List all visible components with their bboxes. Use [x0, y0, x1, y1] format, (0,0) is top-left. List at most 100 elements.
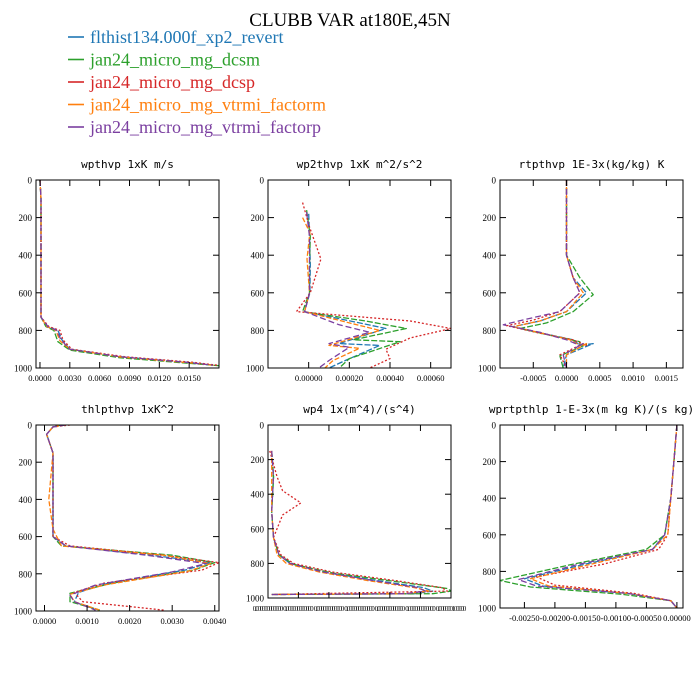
ytick-label-5-1: 200 — [483, 457, 497, 467]
ytick-label-2-2: 400 — [483, 251, 497, 261]
panel-frame-2 — [499, 179, 684, 369]
panel-2: rtpthvp 1E-3x(kg/kg) K 0 200 400 600 800 1000 -… — [478, 158, 684, 383]
ytick-label-2-5: 1000 — [478, 364, 497, 374]
xtick-label-2-4: 0.0015 — [655, 373, 678, 383]
ytick-label-5-2: 400 — [483, 494, 497, 504]
ytick-label-5-0: 0 — [492, 421, 497, 431]
series-line-1-3 — [302, 217, 381, 368]
series-line-1-4 — [303, 211, 371, 368]
series-line-4-2 — [269, 450, 448, 596]
series-line-2-2 — [506, 180, 588, 368]
series-line-0-2 — [39, 180, 218, 366]
xtick-label-0-3: 0.0090 — [118, 373, 141, 383]
panel-series-5 — [500, 425, 678, 608]
series-line-5-0 — [523, 425, 678, 608]
ytick-label-3-2: 400 — [19, 495, 33, 505]
series-line-5-4 — [517, 425, 678, 608]
xtick-label-0-0: 0.0000 — [28, 373, 51, 383]
xtick-label-3-0: 0.0000 — [33, 616, 56, 626]
series-line-4-3 — [271, 450, 430, 596]
xtick-label-4-2: 0.000000000000 — [314, 605, 345, 613]
xtick-label-0-4: 0.0120 — [148, 373, 171, 383]
series-line-5-3 — [529, 425, 678, 608]
ytick-label-4-0: 0 — [260, 421, 265, 431]
xtick-label-5-3: -0.00100 — [601, 613, 631, 623]
ytick-label-1-3: 600 — [251, 288, 265, 298]
xtick-label-5-2: -0.00150 — [570, 613, 600, 623]
ytick-label-2-4: 800 — [483, 326, 497, 336]
series-line-0-0 — [39, 180, 215, 366]
series-line-2-3 — [512, 180, 588, 368]
xtick-label-4-4: 0.000000000000 — [375, 605, 406, 613]
legend-label-2: jan24_micro_mg_dcsp — [89, 72, 255, 92]
panel-title-0: wpthvp 1xK m/s — [81, 158, 174, 171]
panel-title-1: wp2thvp 1xK m^2/s^2 — [297, 158, 423, 171]
ytick-label-2-3: 600 — [483, 288, 497, 298]
xtick-label-5-0: -0.00250 — [509, 613, 539, 623]
ytick-label-5-5: 1000 — [478, 604, 497, 614]
ytick-label-2-0: 0 — [492, 176, 497, 186]
ytick-label-3-4: 800 — [19, 569, 33, 579]
series-line-0-4 — [39, 180, 214, 366]
ytick-label-0-5: 1000 — [14, 364, 33, 374]
series-line-4-4 — [271, 450, 427, 596]
ytick-label-5-4: 800 — [483, 567, 497, 577]
xtick-label-2-1: 0.0000 — [555, 373, 578, 383]
xtick-label-0-1: 0.0030 — [58, 373, 81, 383]
panel-series-3 — [45, 425, 219, 611]
xtick-label-3-3: 0.0030 — [160, 616, 183, 626]
ytick-label-0-0: 0 — [28, 176, 33, 186]
ytick-label-1-4: 800 — [251, 326, 265, 336]
series-line-0-3 — [39, 180, 216, 367]
series-line-4-0 — [271, 450, 434, 596]
ytick-label-1-0: 0 — [260, 176, 265, 186]
ytick-label-1-5: 1000 — [246, 364, 265, 374]
xtick-label-3-4: 0.0040 — [203, 616, 226, 626]
xtick-label-0-5: 0.0150 — [177, 373, 200, 383]
xtick-label-5-4: -0.00050 — [631, 613, 661, 623]
ytick-label-0-3: 600 — [19, 288, 33, 298]
xtick-label-4-5: 0.000000000000 — [405, 605, 436, 613]
panel-series-1 — [295, 202, 451, 368]
panel-frame-3 — [35, 424, 220, 612]
series-line-3-1 — [45, 425, 216, 611]
xtick-label-1-1: 0.00020 — [336, 373, 364, 383]
xtick-label-4-1: 0.000000000000 — [283, 605, 314, 613]
ytick-label-3-3: 600 — [19, 532, 33, 542]
xtick-label-1-2: 0.00040 — [376, 373, 404, 383]
legend: flthist134.000f_xp2_revert jan24_micro_mg… — [68, 27, 326, 137]
xtick-label-5-5: 0.00000 — [663, 613, 691, 623]
xtick-label-4-3: 0.000000000000 — [344, 605, 375, 613]
series-line-1-2 — [295, 202, 451, 368]
ytick-label-1-1: 200 — [251, 213, 265, 223]
xtick-label-1-3: 0.00060 — [417, 373, 445, 383]
ytick-label-3-1: 200 — [19, 458, 33, 468]
panel-5: wprtpthlp 1-E-3x(m kg K)/(s kg) 0 200 400 60… — [478, 403, 694, 623]
ytick-label-1-2: 400 — [251, 251, 265, 261]
panel-series-2 — [502, 180, 594, 368]
panel-1: wp2thvp 1xK m^2/s^2 0 200 400 600 800 1000 0.00… — [246, 158, 452, 383]
series-line-1-1 — [301, 210, 407, 368]
xtick-label-0-2: 0.0060 — [88, 373, 111, 383]
ytick-label-0-1: 200 — [19, 213, 33, 223]
panel-0: wpthvp 1xK m/s 0 200 400 600 800 10000.0000 0.0… — [14, 158, 220, 383]
xtick-label-4-6: 0.000000100000 — [436, 605, 467, 613]
ytick-label-4-4: 800 — [251, 559, 265, 569]
legend-label-0: flthist134.000f_xp2_revert — [90, 27, 283, 47]
ytick-label-4-1: 200 — [251, 455, 265, 465]
series-line-3-3 — [45, 425, 212, 611]
series-line-4-1 — [271, 450, 451, 596]
panel-title-5: wprtpthlp 1-E-3x(m kg K)/(s kg) — [489, 403, 694, 416]
panel-title-2: rtpthvp 1E-3x(kg/kg) K — [519, 158, 665, 171]
series-line-2-1 — [519, 180, 594, 368]
panel-frame-1 — [267, 179, 452, 369]
panel-title-4: wp4 1x(m^4)/(s^4) — [303, 403, 416, 416]
ytick-label-0-4: 800 — [19, 326, 33, 336]
series-line-2-0 — [512, 180, 594, 368]
xtick-label-4-0: 0.000000000000 — [253, 605, 284, 613]
xtick-label-1-0: 0.00000 — [295, 373, 323, 383]
series-line-5-2 — [535, 425, 678, 608]
xtick-label-5-1: -0.00200 — [540, 613, 570, 623]
